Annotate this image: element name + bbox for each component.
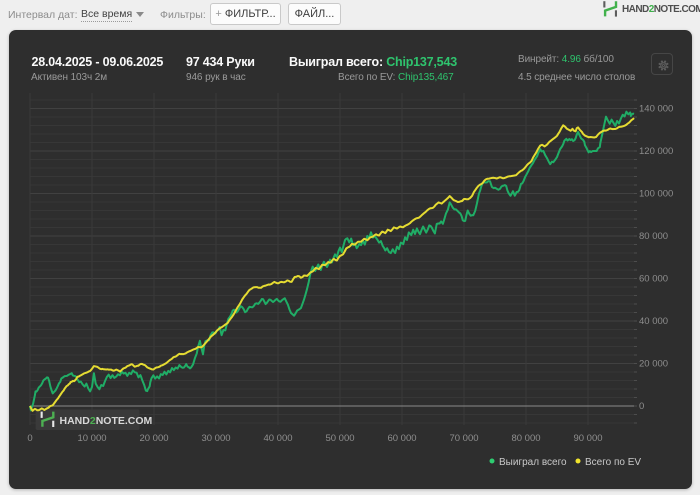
svg-text:100 000: 100 000: [639, 189, 673, 200]
svg-text:HAND2NOTE.COM: HAND2NOTE.COM: [60, 415, 153, 427]
svg-text:70 000: 70 000: [449, 433, 478, 444]
svg-text:90 000: 90 000: [573, 433, 602, 444]
svg-text:40 000: 40 000: [639, 316, 668, 327]
svg-text:Выиграл всего: Выиграл всего: [499, 457, 567, 468]
svg-text:10 000: 10 000: [77, 433, 106, 444]
svg-text:20 000: 20 000: [139, 433, 168, 444]
svg-text:60 000: 60 000: [387, 433, 416, 444]
svg-text:80 000: 80 000: [511, 433, 540, 444]
svg-text:120 000: 120 000: [639, 146, 673, 157]
svg-text:Всего по EV: Всего по EV: [585, 457, 641, 468]
svg-text:30 000: 30 000: [201, 433, 230, 444]
svg-text:60 000: 60 000: [639, 274, 668, 285]
svg-text:40 000: 40 000: [263, 433, 292, 444]
svg-text:0: 0: [639, 401, 644, 412]
svg-text:20 000: 20 000: [639, 359, 668, 370]
svg-text:80 000: 80 000: [639, 231, 668, 242]
svg-text:50 000: 50 000: [325, 433, 354, 444]
svg-text:0: 0: [27, 433, 32, 444]
svg-text:140 000: 140 000: [639, 104, 673, 115]
